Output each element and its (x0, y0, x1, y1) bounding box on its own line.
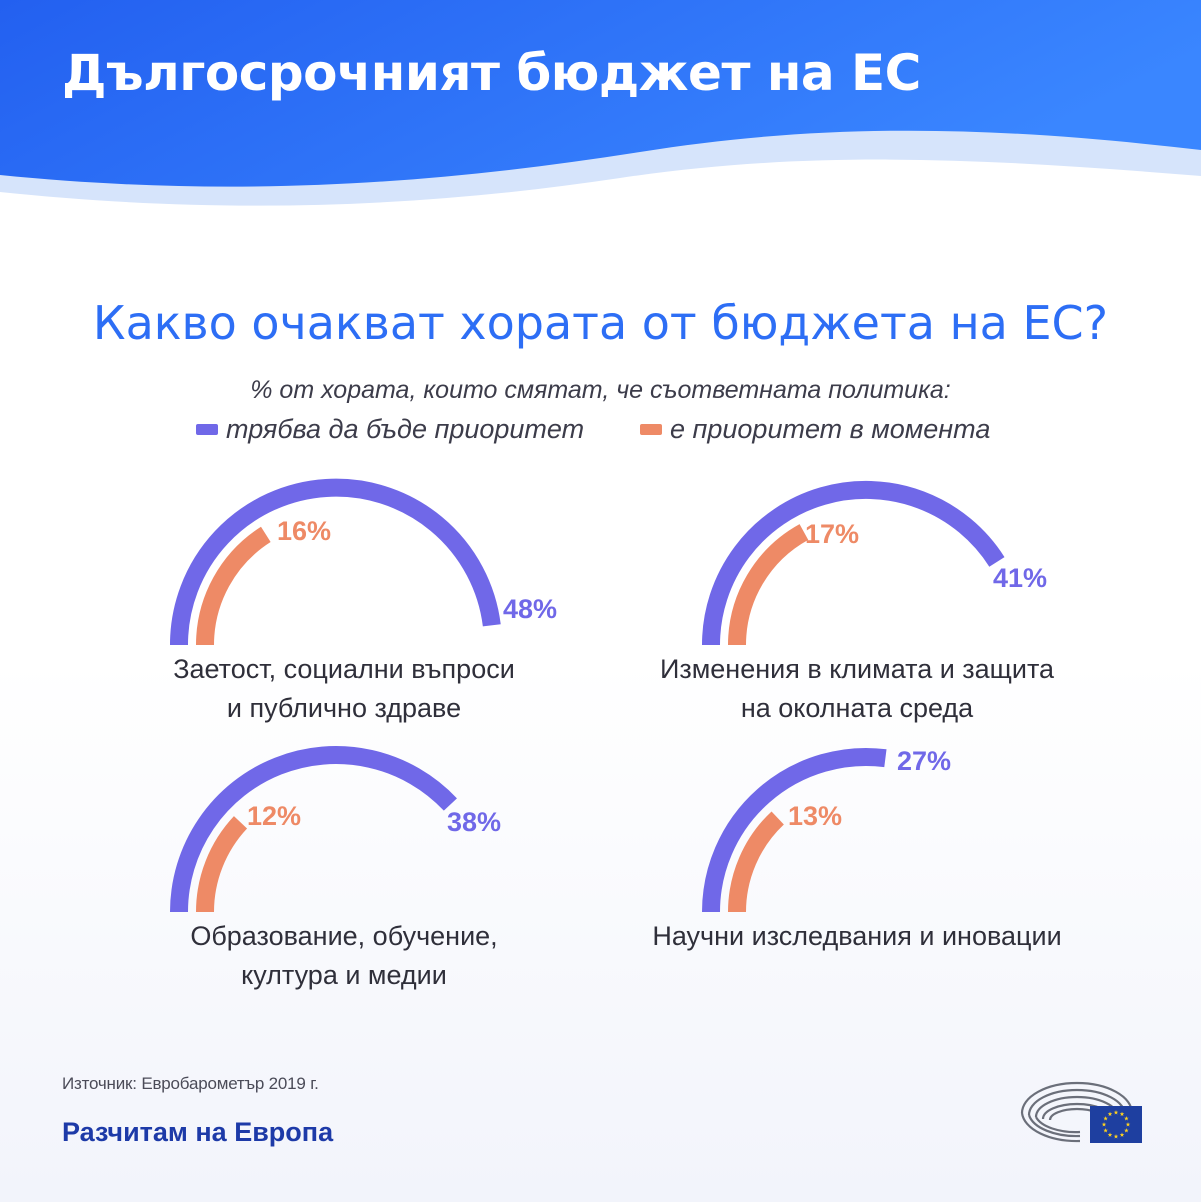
legend-swatch-should (196, 424, 218, 435)
gauge-label-line: Образование, обучение, (190, 921, 498, 951)
legend-item-current-priority: е приоритет в момента (640, 414, 990, 445)
eu-star-icon (1124, 1116, 1129, 1121)
footer-slogan: Разчитам на Европа (62, 1117, 334, 1147)
value-label-should-research: 27% (897, 746, 951, 776)
gauge-label-employment: Заетост, социални въпроси и публично здр… (84, 650, 604, 728)
gauge-arc-current-education (196, 816, 248, 913)
legend-swatch-current (640, 424, 662, 435)
value-label-current-climate: 17% (805, 519, 859, 549)
chart-question-heading: Какво очакват хората от бюджета на ЕС? (92, 296, 1109, 350)
gauge-label-education: Образование, обучение, култура и медии (84, 917, 604, 995)
gauge-label-line: и публично здраве (226, 693, 462, 723)
value-label-current-research: 13% (788, 801, 842, 831)
eu-star-icon (1103, 1128, 1108, 1133)
value-label-should-climate: 41% (993, 563, 1047, 593)
gauge-label-line: култура и медии (241, 960, 447, 990)
header-background (0, 0, 1201, 206)
legend-label-current: е приоритет в момента (670, 414, 991, 444)
gauge-arc-current-employment (196, 526, 271, 646)
value-label-should-employment: 48% (503, 594, 557, 624)
chart-subtitle: % от хората, които смятат, че съответнат… (250, 376, 951, 404)
value-label-should-education: 38% (447, 807, 501, 837)
gauge-label-research: Научни изследвания и иновации (597, 917, 1117, 956)
legend-item-should-be-priority: трябва да бъде приоритет (196, 414, 584, 445)
eu-star-icon (1103, 1116, 1108, 1121)
value-label-current-education: 12% (247, 801, 301, 831)
eu-star-icon (1113, 1110, 1119, 1115)
gauge-arc-should-research (702, 747, 887, 913)
gauge-label-line: Научни изследвания и иновации (652, 921, 1062, 951)
european-parliament-logo (1020, 1081, 1142, 1143)
gauge-arc-should-employment (169, 478, 501, 646)
eu-star-icon (1107, 1111, 1113, 1117)
gauge-label-line: Заетост, социални въпроси (173, 654, 515, 684)
page-title: Дългосрочният бюджет на ЕС (62, 44, 921, 102)
value-label-current-employment: 16% (277, 516, 331, 546)
source-note: Източник: Евробарометър 2019 г. (62, 1074, 319, 1093)
eu-star-icon (1101, 1122, 1107, 1127)
eu-star-icon (1107, 1132, 1113, 1137)
eu-star-icon (1119, 1111, 1125, 1117)
gauge-label-line: на околната среда (740, 693, 974, 723)
eu-star-icon (1124, 1128, 1129, 1133)
eu-star-icon (1113, 1134, 1119, 1139)
gauge-arc-current-research (728, 811, 785, 913)
gauge-arc-current-climate (728, 524, 809, 646)
eu-star-icon (1119, 1132, 1125, 1137)
gauge-arc-should-climate (702, 480, 1005, 646)
legend-label-should: трябва да бъде приоритет (226, 414, 585, 444)
gauge-label-climate: Изменения в климата и защита на околната… (597, 650, 1117, 728)
gauge-label-line: Изменения в климата и защита (659, 654, 1055, 684)
gauge-charts: 48% 16% 41% 17% 38% 12% 27% 13% (169, 478, 1047, 913)
eu-star-icon (1125, 1122, 1131, 1127)
gauge-arc-should-education (170, 746, 457, 913)
